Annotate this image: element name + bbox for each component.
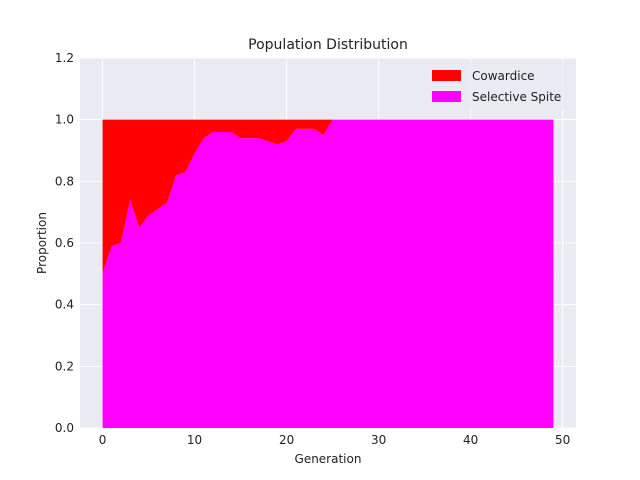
x-axis-label: Generation bbox=[295, 452, 362, 466]
y-tick-label: 0.8 bbox=[55, 174, 74, 188]
y-axis-label: Proportion bbox=[35, 212, 49, 274]
legend-label-selective-spite: Selective Spite bbox=[472, 90, 561, 104]
area-cowardice bbox=[102, 119, 554, 274]
legend-swatch-cowardice bbox=[432, 70, 461, 81]
y-tick-label: 0.4 bbox=[55, 298, 74, 312]
y-tick-label: 1.0 bbox=[55, 113, 74, 127]
y-tick-label: 0.2 bbox=[55, 359, 74, 373]
y-tick-label: 0.0 bbox=[55, 421, 74, 435]
x-tick-label: 0 bbox=[99, 433, 107, 447]
area-series bbox=[102, 119, 554, 429]
x-tick-label: 30 bbox=[371, 433, 386, 447]
x-tick-label: 20 bbox=[279, 433, 294, 447]
x-tick-label: 40 bbox=[463, 433, 478, 447]
y-axis-ticks: 0.0 0.2 0.4 0.6 0.8 1.0 1.2 bbox=[55, 51, 74, 435]
x-tick-label: 10 bbox=[187, 433, 202, 447]
area-selective-spite bbox=[102, 119, 554, 429]
y-tick-label: 1.2 bbox=[55, 51, 74, 65]
y-tick-label: 0.6 bbox=[55, 236, 74, 250]
x-tick-label: 50 bbox=[555, 433, 570, 447]
legend-label-cowardice: Cowardice bbox=[472, 69, 535, 83]
x-axis-ticks: 0 10 20 30 40 50 bbox=[99, 433, 571, 447]
legend: Cowardice Selective Spite bbox=[424, 63, 567, 109]
chart-title: Population Distribution bbox=[248, 37, 408, 53]
legend-swatch-selective-spite bbox=[432, 91, 461, 102]
